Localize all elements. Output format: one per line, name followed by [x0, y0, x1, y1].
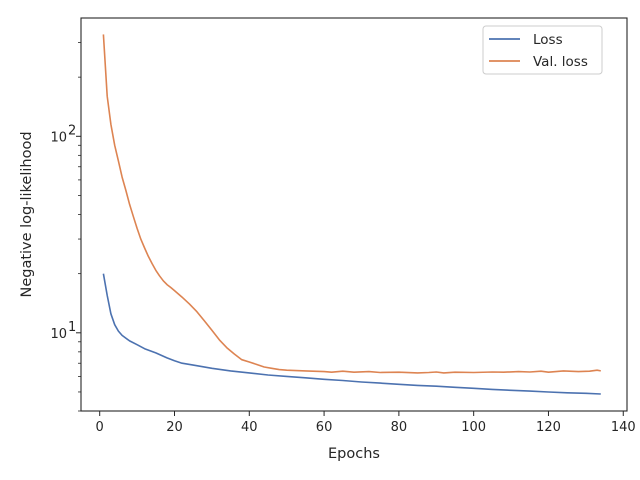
- x-tick-label: 100: [461, 420, 486, 435]
- x-tick-label: 80: [391, 420, 408, 435]
- y-tick-exponent: 2: [68, 123, 76, 138]
- x-tick-label: 140: [611, 420, 636, 435]
- legend-label-val-loss: Val. loss: [533, 54, 588, 70]
- y-axis-label: Negative log-likelihood: [19, 131, 35, 297]
- y-tick-exponent: 1: [68, 320, 76, 335]
- x-tick-label: 40: [241, 420, 258, 435]
- series-line-loss: [102, 273, 601, 395]
- chart-marks: [102, 34, 601, 395]
- series-line-val-loss: [102, 34, 601, 374]
- y-tick-label: 10: [50, 327, 67, 342]
- legend-box: [482, 25, 603, 75]
- x-tick-label: 120: [536, 420, 561, 435]
- legend: Loss Val. loss: [482, 25, 603, 75]
- x-tick-label: 20: [166, 420, 183, 435]
- plot-frame: [80, 17, 628, 412]
- legend-label-loss: Loss: [533, 32, 563, 48]
- x-tick-label: 60: [316, 420, 333, 435]
- x-axis-label: Epochs: [328, 446, 380, 462]
- x-tick-label: 0: [96, 420, 104, 435]
- y-tick-label: 10: [50, 130, 67, 145]
